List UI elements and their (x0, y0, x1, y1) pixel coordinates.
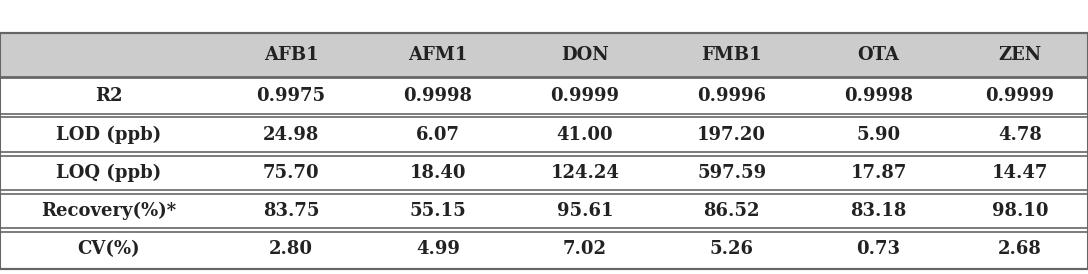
Text: 17.87: 17.87 (851, 164, 906, 182)
Text: AFM1: AFM1 (408, 46, 468, 64)
Text: 0.73: 0.73 (856, 240, 901, 258)
Bar (0, 154, 1088, 192)
Bar (0, 33, 1088, 77)
Text: 14.47: 14.47 (992, 164, 1048, 182)
Text: 197.20: 197.20 (697, 126, 766, 144)
Text: 2.68: 2.68 (998, 240, 1042, 258)
Text: 0.9998: 0.9998 (844, 87, 913, 105)
Text: 83.18: 83.18 (851, 202, 906, 220)
Text: 0.9996: 0.9996 (697, 87, 766, 105)
Text: 124.24: 124.24 (551, 164, 619, 182)
Text: 597.59: 597.59 (697, 164, 766, 182)
Text: 0.9999: 0.9999 (551, 87, 619, 105)
Text: DON: DON (561, 46, 608, 64)
Text: AFB1: AFB1 (263, 46, 319, 64)
Text: 2.80: 2.80 (269, 240, 313, 258)
Bar (0, 77, 1088, 116)
Bar (0, 116, 1088, 154)
Text: 75.70: 75.70 (262, 164, 320, 182)
Text: Recovery(%)*: Recovery(%)* (41, 202, 176, 220)
Text: OTA: OTA (857, 46, 900, 64)
Text: 0.9999: 0.9999 (986, 87, 1054, 105)
Text: 0.9998: 0.9998 (404, 87, 472, 105)
Text: 5.26: 5.26 (709, 240, 754, 258)
Text: CV(%): CV(%) (77, 240, 140, 258)
Bar (0, 230, 1088, 269)
Text: ZEN: ZEN (999, 46, 1041, 64)
Text: LOQ (ppb): LOQ (ppb) (57, 164, 161, 182)
Text: 41.00: 41.00 (556, 126, 614, 144)
Text: 7.02: 7.02 (562, 240, 607, 258)
Text: R2: R2 (95, 87, 123, 105)
Text: 4.78: 4.78 (998, 126, 1042, 144)
Text: 0.9975: 0.9975 (257, 87, 325, 105)
Text: LOD (ppb): LOD (ppb) (57, 125, 161, 144)
Text: 83.75: 83.75 (263, 202, 319, 220)
Text: 24.98: 24.98 (263, 126, 319, 144)
Text: 5.90: 5.90 (856, 126, 901, 144)
Text: 55.15: 55.15 (409, 202, 467, 220)
Text: 86.52: 86.52 (704, 202, 759, 220)
Text: 98.10: 98.10 (992, 202, 1048, 220)
Text: FMB1: FMB1 (702, 46, 762, 64)
Bar (0, 192, 1088, 230)
Text: 4.99: 4.99 (416, 240, 460, 258)
Text: 6.07: 6.07 (416, 126, 460, 144)
Text: 18.40: 18.40 (410, 164, 466, 182)
Text: 95.61: 95.61 (557, 202, 613, 220)
